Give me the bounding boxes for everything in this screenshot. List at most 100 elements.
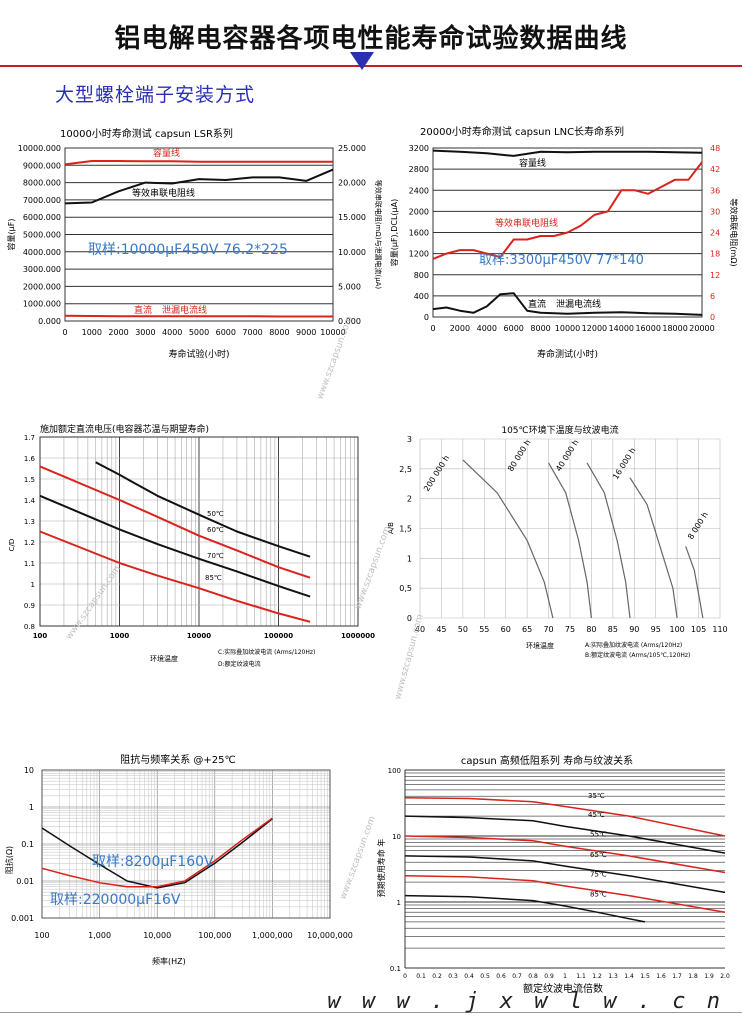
x-tick-label: 55 [479,625,489,634]
y-tick-label: 2 [407,495,412,504]
y-axis-label: C/D [8,539,16,552]
annotation-leakage-prefix: 直流 [134,304,152,316]
series-line [404,815,726,854]
x-tick-label: 105 [691,625,706,634]
y-tick-label: 0,5 [399,584,412,593]
x-tick-label: 100000 [264,632,293,640]
series-line [39,494,311,598]
sample-label: 取样:8200μF160V [92,854,214,870]
x-tick-label: 3000 [135,328,155,337]
series-label: 60℃ [207,526,224,534]
x-axis-label: 寿命测试(小时) [537,348,598,360]
y2-tick-label: 25.000 [338,144,366,153]
x-tick-label: 90 [629,625,639,634]
y-tick-label: 0.01 [16,877,34,886]
y-tick-label: 3200 [409,144,429,153]
x-tick-label: 70 [543,625,553,634]
chart-title: 10000小时寿命测试 capsun LSR系列 [60,127,233,140]
x-tick-label: 75 [565,625,575,634]
note: A:实际叠加纹波电流 (Arms/120Hz) [585,641,682,649]
series-label: 200 000 h [422,454,451,493]
y-tick-label: 0.9 [24,602,35,610]
series-line [64,314,333,318]
y-tick-label: 1 [407,554,412,563]
plot-frame [41,769,331,919]
annotation-capacity: 容量线 [519,157,546,169]
x-tick-label: 1.8 [688,973,698,980]
x-tick-label: 0.4 [464,973,474,980]
series-label: 40 000 h [554,438,581,473]
y-tick-label: 1.1 [24,560,35,568]
y-axis-label: A/B [387,522,395,534]
y-tick-label: 1.2 [24,539,35,547]
y-tick-label: 0.1 [21,840,34,849]
x-axis-label: 环境温度 [150,654,178,663]
y2-tick-label: 24 [710,229,720,238]
y-tick-label: 1,5 [399,525,412,534]
footer-caption: 额定纹波电流倍数 [523,982,603,995]
y-tick-label: 0.1 [390,965,401,973]
sample-label: 取样:10000μF450V 76.2*225 [88,242,288,258]
page-title: 铝电解电容器各项电性能寿命试验数据曲线 [114,24,628,54]
series-line [404,835,726,874]
y-tick-label: 10000.000 [18,144,61,153]
y-axis-label: 容量(μF) [6,219,16,251]
series-label: 70℃ [207,552,224,560]
x-tick-label: 0.9 [544,973,554,980]
y-tick-label: 8000.000 [23,179,61,188]
series-line [432,161,703,260]
note: D:额定纹波电流 [218,660,261,668]
x-tick-label: 8000 [269,328,289,337]
side-watermark: www.szcapsun.com [338,815,377,901]
x-tick-label: 14000 [609,324,634,333]
y-tick-label: 1 [397,899,401,907]
x-tick-label: 1.3 [608,973,618,980]
series-line [64,168,334,205]
series-line [548,462,592,619]
x-axis-label: 频率(HZ) [152,956,186,966]
y-tick-label: 1.5 [24,476,35,484]
series-line [462,459,554,619]
y-axis-label: 阻抗(Ω) [4,846,14,874]
y2-tick-label: 12 [710,271,720,280]
y-tick-label: 2800 [409,165,429,174]
series-label: 55℃ [590,831,607,839]
x-tick-label: 0.3 [448,973,458,980]
chart-title: 20000小时寿命测试 capsun LNC长寿命系列 [420,125,624,138]
x-tick-label: 0 [62,328,67,337]
y-tick-label: 100 [388,767,401,775]
x-tick-label: 100 [33,632,48,640]
chart-lnc: 20000小时寿命测试 capsun LNC长寿命系列0400800120016… [389,125,739,360]
x-tick-label: 0.2 [432,973,442,980]
x-tick-label: 1.2 [592,973,602,980]
side-watermark: www.szcapsun.com [353,525,392,611]
y-tick-label: 2000 [409,207,429,216]
series-label: 75℃ [590,871,607,879]
y-tick-label: 1.7 [24,434,35,442]
x-tick-label: 10000 [555,324,580,333]
x-tick-label: 1,000,000 [252,931,293,940]
y-tick-label: 2,5 [399,465,412,474]
x-tick-label: 10,000 [143,931,171,940]
y-tick-label: 10 [392,833,401,841]
series-label: 16 000 h [611,446,638,481]
y-tick-label: 10 [24,766,34,775]
x-tick-label: 100,000 [198,931,231,940]
y-tick-label: 1600 [409,229,429,238]
series-label: 45℃ [588,811,605,819]
y2-tick-label: 42 [710,165,720,174]
sample-label: 取样:220000μF16V [50,892,181,908]
y-tick-label: 1200 [409,250,429,259]
y2-tick-label: 15.000 [338,213,366,222]
x-axis-label: 环境温度 [526,641,554,650]
y-tick-label: 0 [407,614,412,623]
x-tick-label: 40 [415,625,425,634]
x-tick-label: 2000 [450,324,470,333]
series-line [404,874,726,913]
x-tick-label: 85 [608,625,618,634]
annotation-leakage-prefix: 直流 [528,298,546,310]
x-tick-label: 5000 [189,328,209,337]
x-tick-label: 1000 [82,328,102,337]
y-tick-label: 6000.000 [23,213,61,222]
